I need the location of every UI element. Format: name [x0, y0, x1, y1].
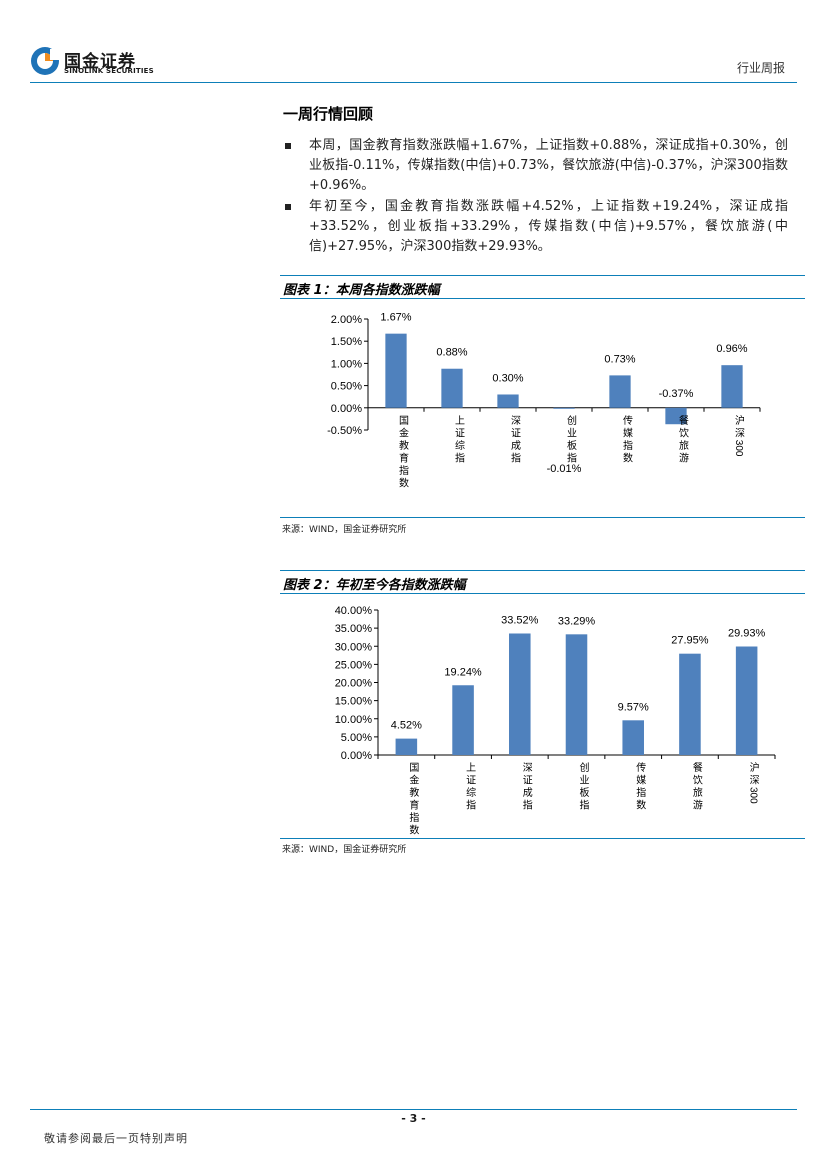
figure2-source: 来源：WIND，国金证券研究所 [282, 845, 407, 855]
figure1-title: 图表 1：本周各指数涨跌幅 [283, 283, 440, 298]
figure2-top-line [280, 570, 805, 571]
y-tick-label: 5.00% [341, 732, 372, 744]
data-label: 19.24% [444, 666, 482, 678]
figure1-source: 来源：WIND，国金证券研究所 [282, 525, 407, 535]
data-label: 1.67% [380, 312, 411, 324]
bar-5 [609, 375, 631, 408]
data-label: 33.29% [558, 615, 596, 627]
footer-divider [30, 1109, 797, 1110]
bar-7 [735, 646, 758, 755]
y-tick-label: 0.00% [341, 750, 372, 762]
logo-company-english: SINOLINK SECURITIES [64, 67, 154, 75]
bar-2 [452, 685, 474, 755]
data-label: 0.73% [604, 353, 635, 365]
chart-weekly-change: 2.00% 1.50% 1.00% 0.50% 0.00% -0.50% 1.67% 国金教育… [327, 312, 761, 490]
y-tick-label: 1.50% [331, 336, 362, 348]
data-label: 0.88% [436, 347, 467, 359]
category-label: 沪深 [735, 414, 745, 440]
bar-7 [721, 365, 743, 408]
bar-1 [385, 333, 407, 408]
bar-6 [665, 407, 687, 425]
figure1-top-line [280, 275, 805, 276]
data-label: -0.01% [547, 463, 582, 475]
category-label: 深证成指 [511, 415, 521, 465]
category-label: 餐饮旅游 [693, 761, 703, 812]
category-label: 创业板指 [567, 414, 577, 465]
y-tick-label: 20.00% [335, 678, 373, 690]
y-tick-label: 25.00% [335, 659, 373, 671]
y-tick-label: 40.00% [335, 605, 373, 617]
data-label: 4.52% [391, 720, 422, 732]
category-label: 传媒指数 [636, 762, 646, 812]
bar-3 [497, 394, 519, 408]
category-label: 上证综指 [466, 762, 476, 812]
category-label-digits: 300 [733, 440, 744, 457]
data-label: 27.95% [671, 635, 709, 647]
data-label: 0.96% [716, 343, 747, 355]
bar-1 [395, 738, 418, 755]
y-tick-label: -0.50% [327, 425, 362, 437]
data-label: 33.52% [501, 614, 539, 626]
category-label: 国金教育指数 [409, 762, 419, 835]
bar-3 [509, 633, 531, 755]
bar-4 [565, 634, 588, 755]
y-tick-label: 0.00% [331, 403, 362, 415]
sinolink-logo-icon [31, 47, 59, 75]
report-type: 行业周报 [736, 61, 785, 75]
page-number: - 3 - [401, 1112, 426, 1125]
figure2-bottom-line [280, 838, 805, 839]
category-label: 创业板指 [580, 761, 590, 812]
bar-5 [622, 720, 644, 755]
category-label: 传媒指数 [623, 415, 633, 465]
bullet-ytd: 年初至今，国金教育指数涨跌幅+4.52%，上证指数+19.24%，深证成指+33… [283, 197, 788, 257]
y-tick-label: 10.00% [335, 714, 373, 726]
data-label: -0.37% [659, 388, 694, 400]
footer-disclaimer: 敬请参阅最后一页特别声明 [44, 1132, 188, 1145]
bullet-weekly: 本周，国金教育指数涨跌幅+1.67%，上证指数+0.88%，深证成指+0.30%… [283, 136, 788, 196]
data-label: 0.30% [492, 372, 523, 384]
bar-6 [679, 653, 701, 755]
y-tick-label: 15.00% [335, 696, 373, 708]
y-tick-label: 1.00% [331, 358, 362, 370]
category-label: 沪深 [750, 761, 760, 787]
category-label-digits: 300 [748, 787, 759, 804]
figure1-title-line [280, 298, 805, 299]
section-title: 一周行情回顾 [283, 105, 374, 123]
bar-4 [553, 407, 575, 409]
bullet-list: 本周，国金教育指数涨跌幅+1.67%，上证指数+0.88%，深证成指+0.30%… [283, 136, 788, 258]
category-label: 上证综指 [455, 415, 465, 465]
figure1-bottom-line [280, 517, 805, 518]
category-label: 国金教育指数 [399, 415, 409, 490]
bar-2 [441, 368, 463, 408]
chart-ytd-change: 40.00% 35.00% 30.00% 25.00% 20.00% 15.00% 10.0… [335, 605, 776, 835]
y-tick-label: 2.00% [331, 314, 362, 326]
y-tick-label: 35.00% [335, 623, 373, 635]
header-divider [30, 82, 797, 83]
category-label: 深证成指 [523, 762, 533, 812]
y-tick-label: 0.50% [331, 381, 362, 393]
data-label: 9.57% [618, 701, 649, 713]
logo-company-name: 国金证券 [64, 52, 136, 72]
figure2-title: 图表 2：年初至今各指数涨跌幅 [283, 578, 466, 593]
figure2-title-line [280, 593, 805, 594]
category-label: 餐饮旅游 [679, 414, 689, 465]
data-label: 29.93% [728, 628, 766, 640]
y-tick-label: 30.00% [335, 641, 373, 653]
